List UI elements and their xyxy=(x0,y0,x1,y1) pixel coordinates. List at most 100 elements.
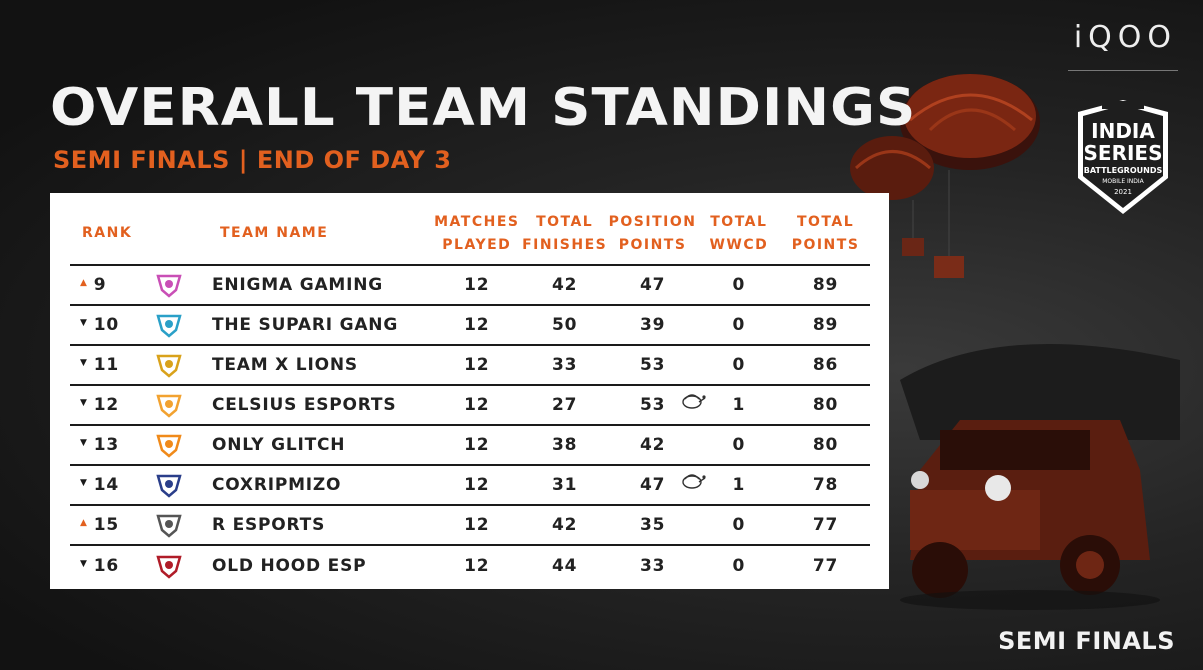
parachute-crates-illustration xyxy=(850,74,1040,278)
position-points-cell: 47 xyxy=(608,264,697,305)
page-title: OVERALL TEAM STANDINGS xyxy=(50,78,917,138)
chicken-dinner-icon xyxy=(682,394,706,409)
badge-line-5: 2021 xyxy=(1114,188,1132,196)
rank-cell: ▼ 12 xyxy=(70,384,140,425)
matches-played: 12 xyxy=(432,264,521,305)
matches-played: 12 xyxy=(432,464,521,505)
position-points: 53 xyxy=(639,395,666,415)
rank-down-icon: ▼ xyxy=(80,398,88,408)
logo-cell xyxy=(139,344,198,385)
total-points: 77 xyxy=(781,504,870,545)
rank-value: 12 xyxy=(93,395,119,415)
total-finishes: 31 xyxy=(520,464,609,505)
position-points-cell: 39 xyxy=(608,304,697,345)
standings-panel: RANK TEAM NAME MATCHES PLAYED TOTAL FINISH… xyxy=(50,193,889,589)
logo-cell xyxy=(139,304,198,345)
position-points: 39 xyxy=(639,315,666,335)
rank-value: 15 xyxy=(93,515,119,535)
col-total-points: TOTAL POINTS xyxy=(791,213,860,253)
badge-line-4: MOBILE INDIA xyxy=(1102,178,1144,185)
total-wwcd: 0 xyxy=(696,504,782,545)
position-points: 53 xyxy=(639,355,666,375)
table-row: ▲ 15 R ESPORTS 12 42 35 0 77 xyxy=(70,504,870,545)
logo-cell xyxy=(139,464,198,505)
matches-played: 12 xyxy=(432,304,521,345)
col-position-points: POSITION POINTS xyxy=(608,213,697,253)
brand-divider xyxy=(1068,70,1178,71)
badge-line-1: INDIA xyxy=(1091,119,1155,143)
team-name: COXRIPMIZO xyxy=(197,464,433,505)
rank-down-icon: ▼ xyxy=(80,558,88,569)
total-finishes: 42 xyxy=(520,264,609,305)
matches-played: 12 xyxy=(432,384,521,425)
col-logo xyxy=(140,203,198,265)
rank-cell: ▼ 11 xyxy=(70,344,140,385)
rank-up-icon: ▲ xyxy=(80,518,88,528)
rank-down-icon: ▼ xyxy=(80,318,88,328)
logo-cell xyxy=(139,384,198,425)
enigma-logo-icon xyxy=(156,274,182,298)
celsius-logo-icon xyxy=(156,394,182,418)
total-finishes: 44 xyxy=(520,544,609,585)
footer-stage-label: SEMI FINALS xyxy=(998,627,1175,655)
standings-table: RANK TEAM NAME MATCHES PLAYED TOTAL FINISH… xyxy=(70,203,870,585)
table-row: ▼ 12 CELSIUS ESPORTS 12 27 53 1 80 xyxy=(70,384,870,425)
position-points-cell: 33 xyxy=(608,544,697,585)
table-row: ▼ 13 ONLY GLITCH 12 38 42 0 80 xyxy=(70,424,870,465)
total-wwcd: 0 xyxy=(696,544,782,585)
team-name: ONLY GLITCH xyxy=(197,424,433,465)
rank-down-icon: ▼ xyxy=(80,358,88,368)
rank-value: 10 xyxy=(93,315,119,335)
chicken-dinner-icon xyxy=(682,474,706,489)
bgmi-india-series-badge: INDIA SERIES BATTLEGROUNDS MOBILE INDIA … xyxy=(1078,100,1168,214)
position-points: 42 xyxy=(639,435,666,455)
col-matches-played: MATCHES PLAYED xyxy=(434,213,520,253)
team-name: TEAM X LIONS xyxy=(197,344,433,385)
total-finishes: 38 xyxy=(520,424,609,465)
total-wwcd: 0 xyxy=(696,264,782,305)
position-points: 47 xyxy=(639,275,666,295)
position-points: 33 xyxy=(639,555,666,576)
rank-value: 14 xyxy=(93,475,119,495)
position-points-cell: 35 xyxy=(608,504,697,545)
rank-value: 13 xyxy=(93,435,119,455)
table-header-row: RANK TEAM NAME MATCHES PLAYED TOTAL FINISH… xyxy=(70,203,870,265)
rank-cell: ▲ 15 xyxy=(70,504,140,545)
og-logo-icon xyxy=(156,434,182,458)
rank-cell: ▼ 10 xyxy=(70,304,140,345)
rank-down-icon: ▼ xyxy=(80,478,88,488)
table-row: ▼ 14 COXRIPMIZO 12 31 47 1 78 xyxy=(70,464,870,505)
rank-cell: ▲ 9 xyxy=(70,264,140,305)
total-points: 89 xyxy=(781,304,870,345)
table-row: ▼ 10 THE SUPARI GANG 12 50 39 0 89 xyxy=(70,304,870,345)
team-name: THE SUPARI GANG xyxy=(197,304,433,345)
rank-cell: ▼ 16 xyxy=(70,544,140,585)
tsg-logo-icon xyxy=(156,314,182,338)
team-name: ENIGMA GAMING xyxy=(197,264,433,305)
page-subtitle: SEMI FINALS | END OF DAY 3 xyxy=(53,146,452,174)
rank-value: 9 xyxy=(93,275,107,295)
iqoo-brand-logo: iQOO xyxy=(1073,20,1177,55)
badge-line-3: BATTLEGROUNDS xyxy=(1084,166,1163,175)
position-points-cell: 53 xyxy=(608,344,697,385)
position-points: 35 xyxy=(639,515,666,535)
total-wwcd: 0 xyxy=(696,344,782,385)
rank-value: 11 xyxy=(93,355,119,375)
position-points-cell: 53 xyxy=(608,384,706,425)
logo-cell xyxy=(139,424,198,465)
total-wwcd: 1 xyxy=(696,384,782,425)
total-points: 78 xyxy=(781,464,870,505)
team-name: R ESPORTS xyxy=(197,504,433,545)
matches-played: 12 xyxy=(432,504,521,545)
total-finishes: 27 xyxy=(520,384,609,425)
rank-cell: ▼ 14 xyxy=(70,464,140,505)
total-wwcd: 1 xyxy=(696,464,782,505)
total-points: 77 xyxy=(781,544,870,585)
r-esports-logo-icon xyxy=(156,514,182,538)
col-rank: RANK xyxy=(82,225,133,241)
col-team-name: TEAM NAME xyxy=(219,225,329,241)
cox-logo-icon xyxy=(156,474,182,498)
old-hood-logo-icon xyxy=(156,555,182,579)
position-points-cell: 42 xyxy=(608,424,697,465)
total-wwcd: 0 xyxy=(696,424,782,465)
